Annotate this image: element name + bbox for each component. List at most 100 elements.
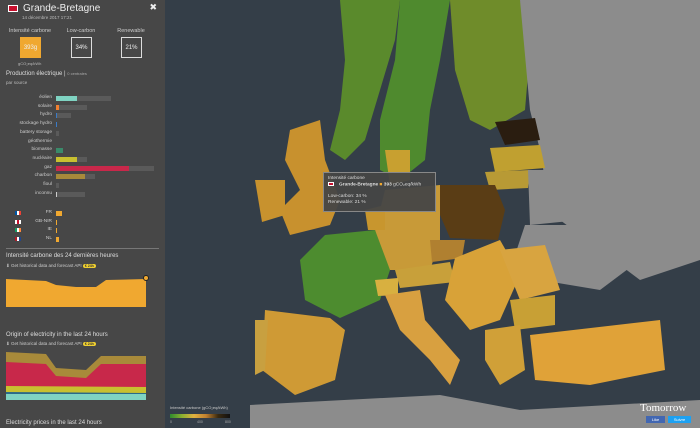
production-bar — [56, 156, 78, 162]
source-label: charbon — [34, 173, 52, 179]
source-label: fioul — [43, 182, 52, 187]
source-label: géothermie — [28, 138, 52, 144]
country-name: Grande-Bretagne — [23, 3, 101, 14]
production-bar — [56, 148, 63, 154]
legend-tick: 800 — [225, 420, 231, 424]
country-hungary-balkans — [445, 240, 520, 330]
production-title: Production électrique | 0 centrales — [6, 71, 87, 77]
country-poland — [440, 185, 505, 240]
legend-tick: 0 — [170, 420, 172, 424]
exchange-row[interactable]: GB-NIR — [0, 219, 165, 227]
flag-icon — [15, 228, 21, 232]
production-bar — [56, 191, 57, 197]
production-subtitle: par source — [6, 80, 28, 85]
production-bar — [56, 174, 85, 180]
source-row[interactable]: stockage hydro — [0, 121, 165, 129]
country-estonia — [495, 118, 540, 145]
source-label: éolien — [39, 95, 52, 100]
origin-api-link[interactable]: ⬇ Get historical data and forecast API €… — [6, 341, 96, 346]
legend-tick: 400 — [197, 420, 203, 424]
kpi-label-carbon: Intensité carbone — [8, 28, 52, 34]
country-finland — [450, 0, 530, 130]
source-label: solaire — [37, 103, 52, 109]
carbon-chart-title: Intensité carbone des 24 dernières heure… — [6, 253, 119, 259]
source-row[interactable]: solaire — [0, 104, 165, 112]
source-row[interactable]: battery storage — [0, 130, 165, 138]
price-chart-title: Electricity prices in the last 24 hours — [6, 420, 102, 426]
country-czechia — [430, 240, 465, 262]
capacity-bar — [56, 130, 60, 136]
production-bar — [56, 104, 60, 110]
capacity-bar — [56, 113, 71, 119]
tooltip-title: Intensité carbone — [328, 176, 365, 181]
exchange-label: FR — [45, 210, 52, 215]
uk-flag-icon — [328, 182, 334, 186]
carbon-api-link[interactable]: ⬇ Get historical data and forecast API €… — [6, 263, 96, 268]
capacity-bar — [56, 191, 85, 197]
production-bar — [56, 113, 58, 119]
exchange-row[interactable]: NL — [0, 236, 165, 244]
country-greece — [485, 325, 525, 385]
capacity-bar — [56, 104, 87, 110]
flag-icon — [15, 236, 21, 241]
source-row[interactable]: hydro — [0, 112, 165, 120]
tooltip-lowcarbon: Low-carbon: 34 % — [328, 194, 367, 200]
country-france — [300, 230, 390, 318]
exchange-row[interactable]: IE — [0, 227, 165, 235]
country-bulgaria — [510, 295, 555, 330]
source-label: biomasse — [31, 147, 52, 153]
source-label: gaz — [44, 164, 52, 170]
country-panel: Grande-Bretagne 14 décembre 2017 17:21 ✖… — [0, 0, 165, 428]
exchange-bar — [56, 228, 57, 233]
country-sweden — [380, 0, 450, 180]
capacity-bar — [56, 96, 112, 101]
timestamp: 14 décembre 2017 17:21 — [22, 15, 73, 20]
exchange-label: IE — [47, 227, 52, 232]
exchange-bar — [56, 236, 60, 242]
panel-header: Grande-Bretagne — [8, 3, 100, 14]
source-row[interactable]: fioul — [0, 182, 165, 190]
kpi-lowcarbon-value: 34% — [71, 37, 92, 58]
source-row[interactable]: charbon — [0, 173, 165, 181]
source-row[interactable]: inconnu — [0, 191, 165, 199]
legend-title: Intensité carbone (gCO₂eq/kWh) — [170, 405, 228, 410]
source-row[interactable]: biomasse — [0, 147, 165, 155]
carbon-unit: gCO₂eq/kWh — [18, 61, 42, 66]
country-austria — [395, 262, 455, 288]
close-icon[interactable]: ✖ — [149, 2, 157, 12]
country-italy — [385, 290, 460, 385]
capacity-bar — [56, 183, 59, 188]
exchange-label: GB-NIR — [35, 218, 52, 224]
carbon-map[interactable] — [165, 0, 700, 428]
uk-flag-icon — [8, 4, 18, 12]
country-romania — [500, 245, 560, 300]
production-bar — [56, 165, 130, 171]
country-latvia — [490, 145, 545, 172]
tooltip-country-row: Grande-Bretagne ■ 393 gCO₂eq/kWh — [328, 182, 431, 188]
source-label: inconnu — [35, 190, 52, 196]
exchange-label: NL — [45, 235, 52, 241]
tomorrow-logo[interactable]: Tomorrow — [640, 402, 687, 414]
source-row[interactable]: nucléaire — [0, 156, 165, 164]
exchange-row[interactable]: FR — [0, 210, 165, 218]
carbon-intensity-chart — [6, 275, 149, 307]
source-row[interactable]: éolien — [0, 95, 165, 103]
country-spain — [262, 310, 345, 395]
exchange-bar — [56, 219, 57, 225]
production-bar — [56, 122, 58, 128]
country-norway — [330, 0, 400, 160]
current-point — [143, 275, 149, 281]
divider — [6, 248, 159, 249]
kpi-label-renewable: Renewable — [117, 28, 145, 34]
origin-chart-title: Origin of electricity in the last 24 hou… — [6, 332, 108, 338]
source-row[interactable]: géothermie — [0, 139, 165, 147]
country-ireland — [255, 180, 285, 222]
exchange-bar — [56, 211, 62, 216]
facebook-like-button[interactable]: Like — [646, 416, 665, 423]
twitter-follow-button[interactable]: Suivre — [668, 416, 691, 423]
source-row[interactable]: gaz — [0, 165, 165, 173]
production-bar — [56, 96, 78, 101]
legend-gradient — [170, 414, 230, 418]
flag-icon — [15, 211, 21, 215]
country-switzerland — [375, 278, 398, 296]
